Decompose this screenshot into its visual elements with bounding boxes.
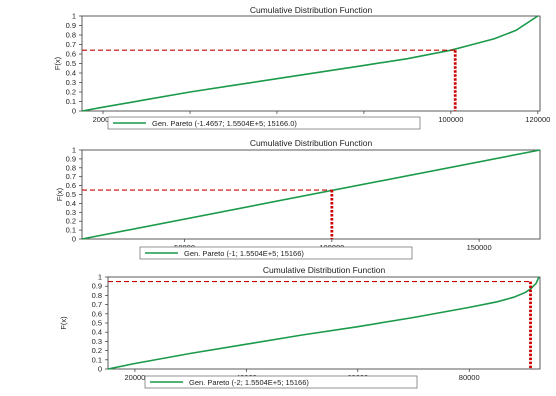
- y-tick-label: 0.7: [66, 172, 76, 181]
- chart-panel-2: Cumulative Distribution Function 0 0.1 0.2 0…: [0, 135, 556, 265]
- y-tick-label: 0: [98, 365, 102, 374]
- y-tick-label: 0.3: [66, 78, 76, 87]
- chart-title: Cumulative Distribution Function: [250, 5, 373, 15]
- legend-entry: Gen. Pareto (-2; 1.5504E+5; 15166): [189, 378, 309, 387]
- y-tick-label: 0: [72, 235, 76, 244]
- x-tick-label: 20000: [125, 373, 146, 382]
- legend-box: [144, 375, 418, 389]
- x-tick-label: 150000: [467, 243, 492, 252]
- cdf-chart-2: Cumulative Distribution Function00.10.20…: [55, 138, 541, 260]
- y-tick-label: 0.5: [92, 319, 102, 328]
- chart-panel-3: Cumulative Distribution Function 0 0.1 0.2 0…: [0, 265, 556, 396]
- y-tick-label: 0.9: [66, 21, 76, 30]
- y-tick-label: 0.2: [92, 346, 102, 355]
- y-tick-label: 0.9: [92, 282, 102, 291]
- y-tick-label: 0.9: [66, 154, 76, 163]
- y-axis-label: F(x): [59, 316, 68, 330]
- y-tick-label: 0.6: [66, 181, 76, 190]
- legend-entry: Gen. Pareto (-1.4657; 1.5504E+5; 15166.0…: [152, 119, 297, 128]
- x-tick-label: 80000: [459, 373, 480, 382]
- y-tick-label: 0.1: [92, 355, 102, 364]
- plot-frame: [107, 276, 541, 370]
- y-tick-label: 0.2: [66, 217, 76, 226]
- y-tick-label: 0.5: [66, 59, 76, 68]
- y-tick-label: 0: [72, 107, 76, 116]
- legend-entry: Gen. Pareto (-1; 1.5504E+5; 15166): [184, 249, 304, 258]
- y-tick-label: 0.7: [66, 40, 76, 49]
- series-line: [107, 276, 540, 370]
- x-tick-label: 120000: [525, 115, 550, 124]
- chart-panel-1: Cumulative Distribution Function 0 0.1 0.2 0…: [0, 0, 556, 135]
- y-tick-label: 0.1: [66, 226, 76, 235]
- x-tick-label: 20000: [93, 115, 114, 124]
- y-tick-label: 0.4: [92, 328, 102, 337]
- chart-title: Cumulative Distribution Function: [250, 138, 373, 148]
- y-tick-label: 0.8: [66, 31, 76, 40]
- chart-title: Cumulative Distribution Function: [263, 265, 386, 275]
- series-line: [81, 149, 541, 240]
- y-tick-label: 0.3: [92, 337, 102, 346]
- legend-box: [139, 246, 413, 260]
- y-tick-label: 0.3: [66, 208, 76, 217]
- y-axis-label: F(x): [55, 187, 64, 201]
- y-tick-label: 0.6: [66, 50, 76, 59]
- y-tick-label: 0.8: [66, 163, 76, 172]
- y-tick-label: 0.4: [66, 69, 76, 78]
- y-axis-label: F(x): [53, 56, 62, 70]
- cdf-chart-1: Cumulative Distribution Function00.10.20…: [53, 5, 550, 130]
- x-tick-label: 100000: [438, 115, 463, 124]
- y-tick-label: 0.5: [66, 190, 76, 199]
- y-tick-label: 0.6: [92, 309, 102, 318]
- y-tick-label: 1: [98, 273, 102, 282]
- series-line: [81, 15, 539, 112]
- y-tick-label: 0.1: [66, 97, 76, 106]
- y-tick-label: 0.2: [66, 88, 76, 97]
- y-tick-label: 1: [72, 146, 76, 155]
- y-tick-label: 0.4: [66, 199, 76, 208]
- legend-box: [107, 116, 421, 130]
- y-tick-label: 0.7: [92, 300, 102, 309]
- y-tick-label: 0.8: [92, 291, 102, 300]
- plot-frame: [81, 15, 541, 112]
- cdf-chart-3: Cumulative Distribution Function00.10.20…: [59, 265, 541, 389]
- y-tick-label: 1: [72, 12, 76, 21]
